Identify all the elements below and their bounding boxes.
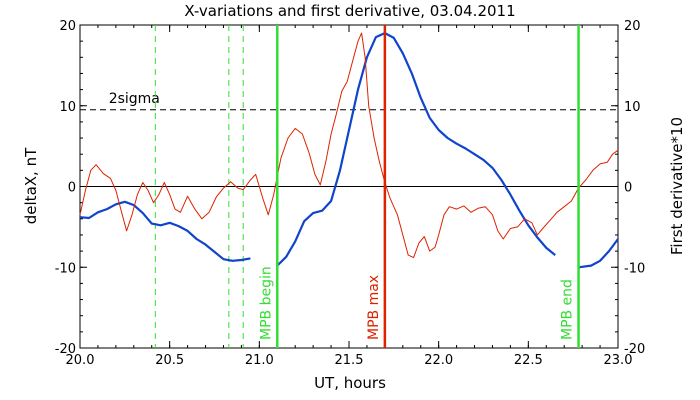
- x-tick-label: 21.5: [335, 353, 364, 368]
- derivative-series-line: [79, 32, 619, 259]
- x-tick-label: 20.5: [155, 353, 184, 368]
- y-tick-label-left: -10: [55, 261, 76, 276]
- y-tick-label-right: -20: [624, 342, 645, 357]
- y-axis-label-right: First derivative*10: [668, 117, 686, 255]
- y-tick-label-right: 10: [624, 100, 641, 115]
- y-tick-label-right: 0: [624, 181, 632, 196]
- x-tick-label: 23.0: [604, 353, 633, 368]
- deltax-series-line: [578, 238, 619, 269]
- chart-title: X-variations and first derivative, 03.04…: [184, 2, 515, 20]
- y-tick-label-left: 20: [59, 19, 76, 34]
- y-tick-label-left: 10: [59, 100, 76, 115]
- mpb-label-0: MPB begin: [258, 266, 274, 340]
- x-tick-label: 21.0: [245, 353, 274, 368]
- y-tick-label-left: 0: [68, 181, 76, 196]
- mpb-label-2: MPB end: [560, 279, 576, 340]
- x-tick-label: 20.0: [66, 353, 95, 368]
- x-tick-label: 22.0: [424, 353, 453, 368]
- x-axis-label: UT, hours: [314, 374, 386, 392]
- y-tick-label-right: -10: [624, 261, 645, 276]
- y-tick-label-left: -20: [55, 342, 76, 357]
- x-tick-label: 22.5: [514, 353, 543, 368]
- deltax-series-line: [276, 31, 556, 267]
- y-axis-label-left: deltaX, nT: [22, 147, 40, 224]
- deltax-series-line: [79, 200, 251, 262]
- mpb-label-1: MPB max: [366, 275, 382, 340]
- threshold-label: 2sigma: [109, 91, 160, 107]
- y-tick-label-right: 20: [624, 19, 641, 34]
